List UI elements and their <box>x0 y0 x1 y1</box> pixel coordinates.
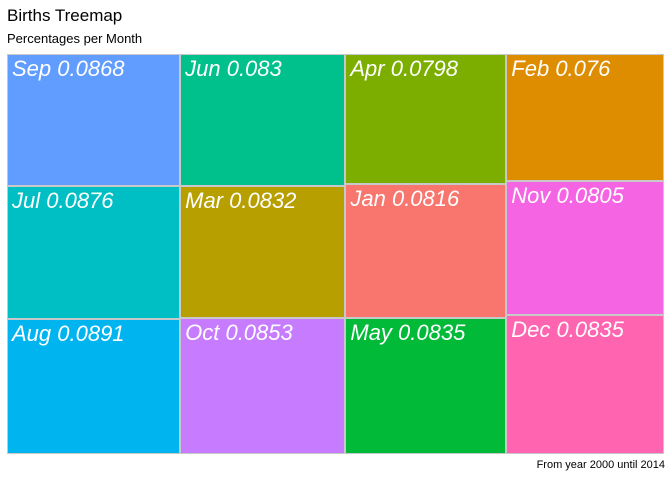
tile-label: Dec 0.0835 <box>511 316 624 342</box>
treemap-plot: Sep 0.0868 Jul 0.0876 Aug 0.0891 Jun 0.083 M… <box>7 54 664 454</box>
tile-label: Jul 0.0876 <box>12 187 114 213</box>
tile-label: Nov 0.0805 <box>511 182 624 208</box>
tile-jun: Jun 0.083 <box>180 54 346 186</box>
tile-oct: Oct 0.0853 <box>180 318 346 454</box>
tile-aug: Aug 0.0891 <box>7 318 181 454</box>
tile-label: Sep 0.0868 <box>12 56 125 81</box>
chart-subtitle: Percentages per Month <box>7 31 143 46</box>
tile-label: Jan 0.0816 <box>350 186 460 212</box>
tile-label: Jun 0.083 <box>185 56 282 81</box>
tile-nov: Nov 0.0805 <box>506 180 664 315</box>
chart-title: Births Treemap <box>7 6 123 25</box>
tile-sep: Sep 0.0868 <box>7 54 181 186</box>
chart-caption: From year 2000 until 2014 <box>536 459 665 471</box>
tile-apr: Apr 0.0798 <box>345 54 507 185</box>
tile-jul: Jul 0.0876 <box>7 185 181 319</box>
tile-label: Feb 0.076 <box>511 56 611 81</box>
tile-label: Aug 0.0891 <box>12 320 125 346</box>
tile-feb: Feb 0.076 <box>506 54 664 181</box>
tile-dec: Dec 0.0835 <box>506 314 664 454</box>
tile-label: Oct 0.0853 <box>185 320 293 346</box>
tile-label: May 0.0835 <box>350 319 466 345</box>
tile-may: May 0.0835 <box>345 317 507 454</box>
tile-mar: Mar 0.0832 <box>180 186 346 319</box>
tile-label: Mar 0.0832 <box>185 188 297 213</box>
tile-jan: Jan 0.0816 <box>345 184 507 318</box>
tile-label: Apr 0.0798 <box>350 56 459 81</box>
